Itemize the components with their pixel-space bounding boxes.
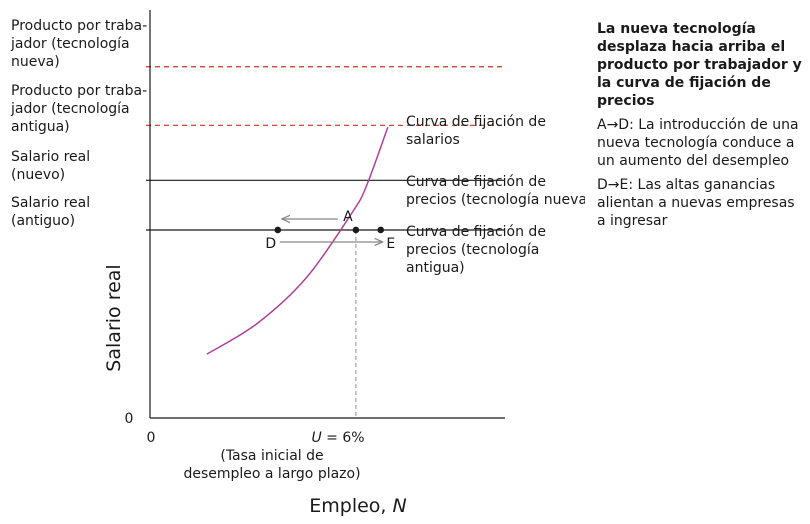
level-label-wage_old: Salario real (antiguo) xyxy=(11,195,90,229)
x-origin-label: 0 xyxy=(147,430,156,446)
price-setting-new-label: Curva de fijación de precios (tecnología … xyxy=(406,174,585,208)
level-label-prod_new: Producto por traba-jador (tecnología nuev… xyxy=(10,18,147,70)
y-axis-title: Salario real xyxy=(103,264,125,371)
wage-setting-curve-label: Curva de fijación de salarios xyxy=(406,114,546,148)
point-a xyxy=(352,226,360,234)
wage-setting-curve xyxy=(206,126,389,355)
level-label-prod_old: Producto por traba-jador (tecnología anti… xyxy=(10,83,147,135)
point-label-e: E xyxy=(386,236,395,252)
x-axis-title: Empleo, N xyxy=(309,495,406,517)
panel-note-d-to-e: D→E: Las altas ganancias alientan a nuev… xyxy=(597,177,795,229)
point-e xyxy=(377,226,385,234)
labor-market-chart: Producto por traba-jador (tecnología nuev… xyxy=(10,10,585,517)
y-origin-label: 0 xyxy=(125,411,134,427)
point-label-d: D xyxy=(265,236,276,252)
price-setting-old-label: Curva de fijación de precios (tecnología a… xyxy=(406,224,546,276)
vline-label-u: U = 6% xyxy=(311,430,364,446)
point-label-a: A xyxy=(343,209,353,225)
level-label-wage_new: Salario real (nuevo) xyxy=(11,149,90,183)
point-d xyxy=(274,226,282,234)
explanation-panel: La nueva tecnología desplaza hacia arrib… xyxy=(597,20,807,236)
panel-title: La nueva tecnología desplaza hacia arrib… xyxy=(597,21,802,109)
vline-label-note: (Tasa inicial de desempleo a largo plazo) xyxy=(183,448,360,482)
panel-note-a-to-d: A→D: La introducción de una nueva tecnol… xyxy=(597,117,799,169)
